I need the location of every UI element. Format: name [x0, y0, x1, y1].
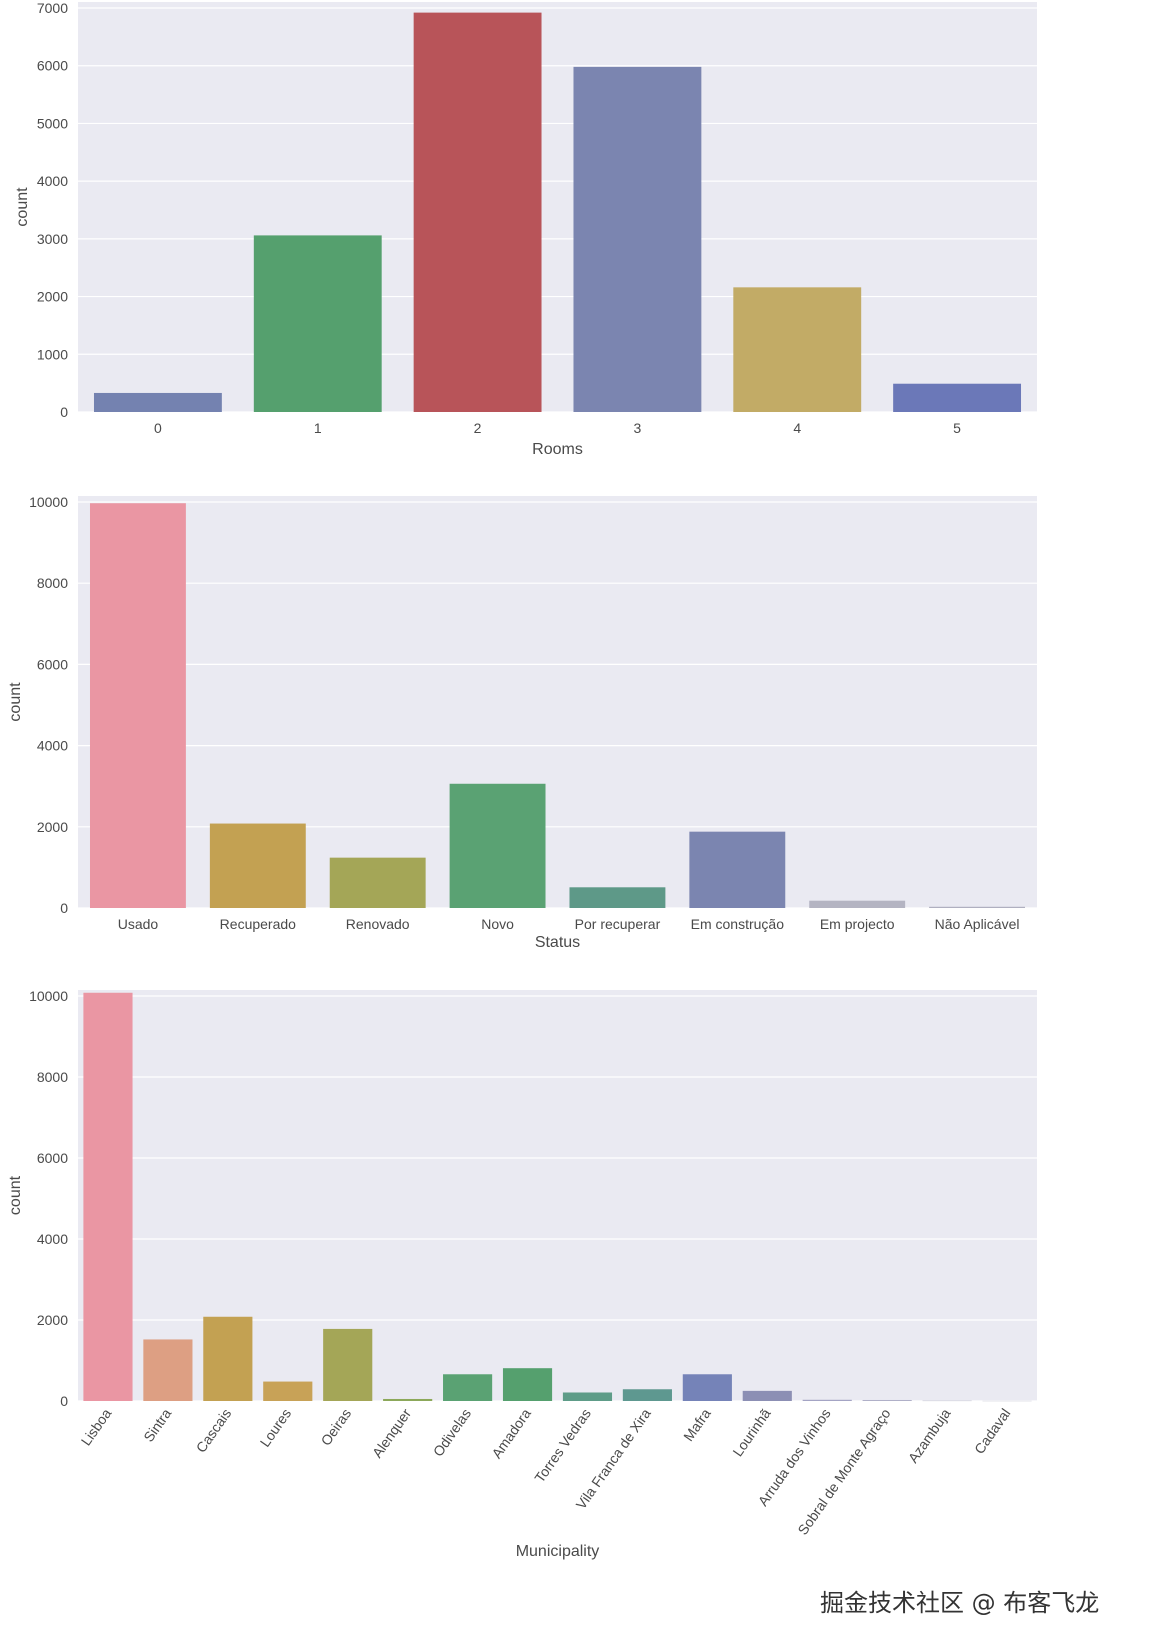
bar-sintra	[143, 1339, 193, 1401]
y-tick-label: 7000	[37, 0, 68, 16]
chart-municipality: 0 2000 4000 6000 8000 10000 Lisboa Sintra Cascai…	[7, 988, 1037, 1560]
y-axis-label: count	[14, 187, 31, 227]
y-tick-label: 6000	[37, 656, 68, 672]
bar-renovado	[329, 857, 426, 908]
y-axis-label: count	[7, 1175, 24, 1215]
x-tick-label: Em projecto	[820, 916, 895, 932]
bar-amadora	[502, 1368, 553, 1401]
x-tick-label: Torres Vedras	[531, 1406, 594, 1486]
x-tick-label: Recuperado	[220, 916, 296, 932]
x-axis-label: Municipality	[516, 1543, 600, 1560]
bar-sobral-de-monte-agraco	[862, 1399, 912, 1401]
y-tick-label: 10000	[29, 988, 68, 1004]
bar-em-construcao	[689, 831, 786, 908]
bar-5	[893, 383, 1022, 412]
x-tick-label: Loures	[257, 1406, 295, 1450]
x-tick-label: Cascais	[193, 1406, 235, 1456]
bar-0	[93, 392, 222, 412]
y-tick-label: 3000	[37, 231, 68, 247]
y-tick-label: 8000	[37, 1069, 68, 1085]
plot-background	[78, 2, 1037, 412]
x-tick-label: Lourinhã	[729, 1405, 773, 1459]
bar-loures	[263, 1381, 313, 1401]
x-tick-label: Azambuja	[905, 1405, 954, 1465]
bar-mafra	[682, 1374, 732, 1401]
bar-nao-aplicavel	[929, 906, 1026, 908]
x-tick-label: Alenquer	[369, 1405, 414, 1460]
bar-por-recuperar	[569, 887, 666, 908]
bar-lourinha	[742, 1390, 792, 1401]
y-tick-label: 4000	[37, 1231, 68, 1247]
bar-em-projecto	[809, 900, 906, 908]
bar-usado	[89, 503, 186, 908]
bar-1	[253, 235, 382, 412]
bar-arruda-dos-vinhos	[802, 1399, 852, 1401]
y-tick-label: 4000	[37, 738, 68, 754]
bar-oeiras	[323, 1328, 373, 1401]
x-tick-label: Oeiras	[317, 1406, 354, 1449]
y-tick-label: 1000	[37, 346, 68, 362]
x-tick-label: 0	[154, 420, 162, 436]
bar-cascais	[203, 1316, 253, 1401]
x-tick-label: Renovado	[346, 916, 410, 932]
y-tick-label: 10000	[29, 494, 68, 510]
bar-novo	[449, 783, 546, 908]
x-tick-label: Em construção	[691, 916, 785, 932]
x-tick-label: 5	[953, 420, 961, 436]
bar-3	[573, 66, 702, 413]
bar-torres-vedras	[562, 1392, 613, 1401]
bar-alenquer	[383, 1398, 433, 1401]
x-tick-label: Por recuperar	[575, 916, 661, 932]
bar-recuperado	[209, 823, 306, 908]
x-axis-label: Status	[535, 934, 580, 951]
x-tick-label: 2	[474, 420, 482, 436]
y-tick-label: 5000	[37, 115, 68, 131]
y-tick-label: 0	[60, 900, 68, 916]
bar-lisboa	[83, 992, 133, 1401]
bar-2	[413, 12, 542, 412]
y-tick-label: 8000	[37, 575, 68, 591]
bar-cadaval	[982, 1400, 1032, 1402]
y-tick-label: 2000	[37, 289, 68, 305]
x-tick-label: 4	[793, 420, 801, 436]
bar-vila-franca-de-xira	[622, 1389, 672, 1401]
bar-azambuja	[922, 1400, 972, 1402]
x-tick-label: Cadaval	[971, 1406, 1014, 1457]
y-axis-label: count	[7, 682, 24, 722]
x-tick-label: Novo	[481, 916, 514, 932]
x-tick-label: 1	[314, 420, 322, 436]
y-tick-label: 6000	[37, 58, 68, 74]
x-tick-label: Mafra	[680, 1405, 714, 1444]
bar-4	[733, 287, 862, 412]
watermark-text: 掘金技术社区 @ 布客飞龙	[820, 1589, 1100, 1617]
y-tick-label: 0	[60, 1393, 68, 1409]
y-tick-label: 6000	[37, 1150, 68, 1166]
y-tick-label: 2000	[37, 1312, 68, 1328]
x-tick-label: Sintra	[140, 1405, 174, 1444]
x-tick-label: 3	[634, 420, 642, 436]
x-tick-label: Lisboa	[78, 1405, 115, 1448]
chart-rooms: 0 1000 2000 3000 4000 5000 6000 7000 0 1 2 3 4 5 Rooms…	[14, 0, 1037, 458]
x-tick-label: Usado	[118, 916, 159, 932]
x-tick-label: Amadora	[488, 1405, 534, 1461]
chart-status: 0 2000 4000 6000 8000 10000 Usado Recuperado Ren…	[7, 494, 1037, 951]
bar-odivelas	[443, 1374, 493, 1401]
y-tick-label: 0	[60, 404, 68, 420]
x-axis-label: Rooms	[532, 441, 583, 458]
x-tick-label: Odivelas	[430, 1406, 474, 1460]
y-tick-label: 4000	[37, 173, 68, 189]
y-tick-label: 2000	[37, 819, 68, 835]
x-tick-label: Não Aplicável	[935, 916, 1020, 932]
